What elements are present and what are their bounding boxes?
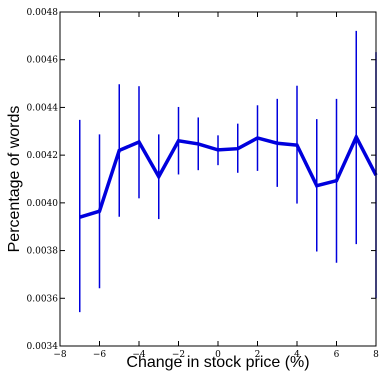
x-tick-label: 6 xyxy=(334,350,340,360)
x-axis-ticks: −8 −6 −4 −2 0 2 4 6 8 xyxy=(53,12,379,360)
x-tick-label: 2 xyxy=(255,350,261,360)
y-tick-label: 0.0040 xyxy=(27,199,59,209)
y-tick-label: 0.0046 xyxy=(27,56,59,66)
y-axis-ticks: 0.0034 0.0036 0.0038 0.0040 0.0042 0.0044 0.00… xyxy=(27,8,376,352)
x-tick-label: 4 xyxy=(294,350,300,360)
series-layer xyxy=(79,132,378,219)
y-tick-label: 0.0034 xyxy=(27,342,59,352)
x-tick-label: 0 xyxy=(215,350,221,360)
y-axis-label: Percentage of words xyxy=(6,106,23,253)
x-tick-label: −2 xyxy=(172,350,185,360)
y-tick-label: 0.0044 xyxy=(27,103,59,113)
x-tick-label: 8 xyxy=(373,350,379,360)
y-tick-label: 0.0042 xyxy=(27,151,59,161)
y-tick-label: 0.0036 xyxy=(27,294,59,304)
y-tick-label: 0.0048 xyxy=(27,8,59,18)
y-tick-label: 0.0038 xyxy=(27,247,59,257)
series-line xyxy=(79,132,378,219)
x-tick-label: −6 xyxy=(93,350,107,360)
plot-area xyxy=(60,12,376,346)
x-tick-label: −4 xyxy=(132,350,146,360)
x-axis-label: Change in stock price (%) xyxy=(126,354,309,371)
x-tick-label: −8 xyxy=(53,350,67,360)
